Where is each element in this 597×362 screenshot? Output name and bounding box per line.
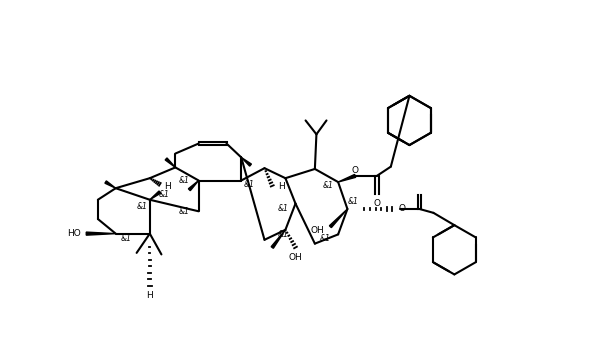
Text: &1: &1 [121,234,132,243]
Text: &1: &1 [322,181,334,190]
Text: &1: &1 [158,190,169,199]
Text: &1: &1 [179,176,189,185]
Text: H: H [165,182,171,191]
Polygon shape [150,191,161,200]
Polygon shape [165,158,176,167]
Polygon shape [330,209,347,228]
Polygon shape [189,181,199,191]
Polygon shape [338,174,356,182]
Text: O: O [399,205,405,214]
Text: OH: OH [310,226,324,235]
Polygon shape [105,181,116,188]
Text: &1: &1 [278,205,288,214]
Text: OH: OH [288,253,302,262]
Polygon shape [271,230,285,248]
Text: &1: &1 [347,197,358,206]
Text: &1: &1 [278,230,288,239]
Text: H: H [146,291,153,300]
Text: O: O [373,199,380,208]
Polygon shape [241,157,251,166]
Text: &1: &1 [319,234,330,243]
Text: HO: HO [67,229,81,238]
Text: &1: &1 [137,202,147,211]
Text: &1: &1 [244,180,254,189]
Text: &1: &1 [179,207,189,216]
Text: O: O [352,166,359,175]
Polygon shape [86,232,116,235]
Text: H: H [278,182,284,191]
